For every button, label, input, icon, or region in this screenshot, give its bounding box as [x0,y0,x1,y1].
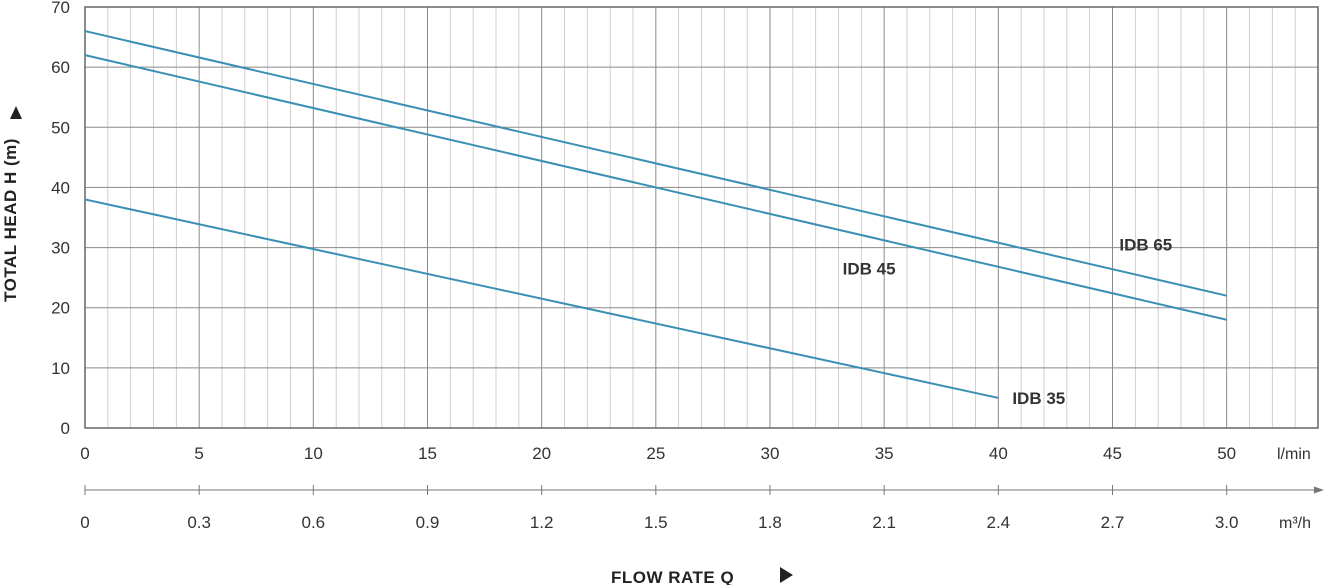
secondary-x-axis [84,485,1324,495]
x2-tick-label: 1.5 [644,513,668,532]
series-label: IDB 35 [1012,389,1065,408]
series-labels: IDB 35 IDB 45 IDB 65 [843,236,1173,408]
y-tick-label: 60 [51,58,70,77]
x-axis-arrow-icon [780,567,793,583]
x-tick-label: 45 [1103,444,1122,463]
plot-frame [84,6,1319,429]
y-tick-label: 20 [51,299,70,318]
x2-unit-label: m³/h [1279,515,1311,532]
x2-tick-label: 2.7 [1101,513,1125,532]
x-tick-label: 25 [646,444,665,463]
series-lines [84,30,1227,399]
x2-tick-labels: 0 0.3 0.6 0.9 1.2 1.5 1.8 2.1 2.4 2.7 3.0 [80,513,1238,532]
x-tick-labels: 0 5 10 15 20 25 30 35 40 45 50 [80,444,1236,463]
x-axis-title: FLOW RATE Q [611,568,734,585]
y-tick-label: 30 [51,239,70,258]
x2-tick-label: 0 [80,513,89,532]
x-tick-label: 10 [304,444,323,463]
x2-tick-label: 2.4 [987,513,1011,532]
series-label: IDB 65 [1119,236,1172,255]
x-tick-label: 30 [761,444,780,463]
x-tick-label: 15 [418,444,437,463]
x2-tick-label: 3.0 [1215,513,1239,532]
series-line-idb-45 [84,54,1227,321]
y-tick-label: 70 [51,0,70,17]
x2-tick-label: 0.3 [187,513,211,532]
y-axis-title: TOTAL HEAD H (m) [1,138,20,302]
y-tick-label: 40 [51,178,70,197]
x2-tick-label: 2.1 [872,513,896,532]
x-tick-label: 5 [194,444,203,463]
x-tick-label: 35 [875,444,894,463]
y-tick-label: 0 [61,419,70,438]
x-unit-label: l/min [1277,446,1311,463]
series-label: IDB 45 [843,260,896,279]
x2-tick-label: 1.8 [758,513,782,532]
x2-tick-label: 0.9 [416,513,440,532]
y-tick-labels: 0 10 20 30 40 50 60 70 [51,0,70,438]
x2-axis-arrowhead-icon [1314,486,1324,494]
x-tick-label: 20 [532,444,551,463]
series-line-idb-65 [84,30,1227,297]
x2-tick-label: 0.6 [302,513,326,532]
x-tick-label: 40 [989,444,1008,463]
x-tick-label: 50 [1217,444,1236,463]
series-line-idb-35 [84,198,999,399]
grid-major [85,7,1318,428]
y-tick-label: 50 [51,118,70,137]
x-tick-label: 0 [80,444,89,463]
y-axis-arrow-icon [10,106,22,119]
x2-tick-label: 1.2 [530,513,554,532]
y-tick-label: 10 [51,359,70,378]
grid-minor [107,7,1296,428]
